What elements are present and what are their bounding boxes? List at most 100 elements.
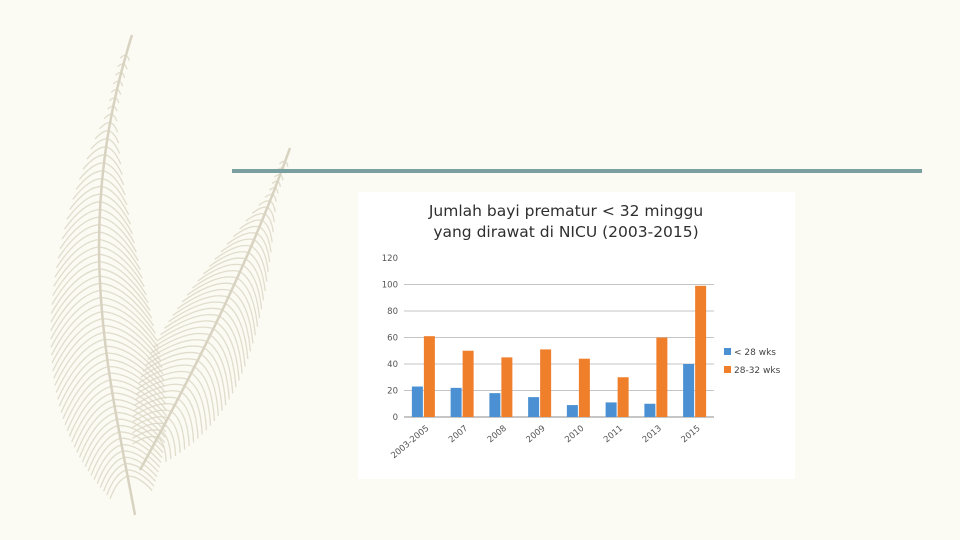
feather-barb — [103, 113, 112, 120]
feather-barb — [108, 365, 167, 405]
bar-28-32 — [540, 349, 552, 417]
feather-barb — [53, 246, 100, 287]
feather-barb — [78, 411, 116, 458]
feather-barb — [272, 193, 277, 202]
x-tick-label: 2007 — [447, 424, 470, 446]
x-tick-label: 2015 — [680, 424, 703, 446]
feather-barb — [99, 246, 145, 287]
feather-barb — [53, 324, 104, 379]
feather-barb — [51, 260, 100, 305]
feather-barb — [110, 379, 167, 417]
feather-barb — [248, 252, 266, 291]
feather-barb — [174, 404, 190, 447]
feather-barb — [206, 340, 230, 400]
x-tick-label: 2013 — [641, 424, 664, 446]
feather-barb — [164, 307, 223, 329]
x-tick-label: 2003-2005 — [389, 424, 431, 461]
y-axis-ticks: 0 20 40 60 80 100 120 — [382, 254, 398, 423]
feather-barb — [62, 365, 109, 420]
feather-barb — [99, 456, 125, 488]
feather-barb — [250, 245, 268, 282]
feather-barb — [93, 444, 122, 480]
feather-barb — [135, 377, 189, 395]
feather-barb — [203, 347, 227, 406]
feather-barb — [111, 385, 167, 422]
feather-barb — [69, 185, 102, 210]
feather-barb — [261, 219, 273, 243]
feather-barb — [99, 275, 153, 319]
feather-barb — [125, 54, 130, 61]
feather-barb — [110, 88, 118, 93]
bar-28-32 — [695, 285, 707, 417]
feather-barb — [123, 456, 158, 478]
feather-barb — [54, 238, 100, 278]
feather-barb — [181, 282, 235, 303]
feather-barb — [71, 392, 113, 443]
feather-barb — [245, 258, 265, 301]
feather-barb — [279, 160, 286, 165]
feather-barb — [264, 193, 273, 198]
feather-barb — [144, 345, 205, 366]
feather-barb — [197, 359, 219, 417]
feather-barb — [102, 177, 128, 206]
feather-barb — [121, 444, 161, 468]
bar-28-32 — [617, 377, 629, 417]
bar-lt28 — [528, 397, 540, 417]
feather-barb — [239, 219, 263, 230]
feather-barb — [100, 201, 133, 235]
feather-barb — [73, 398, 114, 448]
feather-barb — [116, 418, 165, 448]
feather-barb — [55, 338, 105, 393]
feather-barb — [284, 160, 289, 168]
feather-barb — [131, 429, 162, 440]
feather-barb — [57, 223, 100, 259]
legend-label-28-32: 28-32 wks — [734, 366, 781, 376]
feather-barb — [279, 174, 284, 181]
feather-barb — [50, 289, 101, 340]
feather-barb — [170, 410, 186, 450]
feather-barb — [109, 97, 116, 102]
feather-barb — [231, 290, 254, 344]
feather-barb — [271, 180, 278, 185]
feather-barb — [107, 359, 167, 399]
feather-barb — [164, 423, 177, 457]
feather-barb — [177, 398, 195, 443]
y-tick-label: 120 — [382, 254, 398, 264]
feather-barb — [168, 301, 226, 323]
chart-bars — [411, 285, 707, 417]
feather-barb — [101, 185, 130, 215]
feather-barb — [172, 295, 229, 316]
feather-barb — [167, 417, 181, 453]
feather-barb — [86, 146, 107, 160]
feather-barb — [113, 105, 118, 112]
feather-barb — [90, 437, 121, 476]
feather-barb — [102, 462, 126, 492]
feather-barb — [106, 469, 127, 496]
feather-barb — [107, 138, 121, 154]
bar-lt28 — [605, 402, 617, 417]
feather-barb — [64, 372, 110, 426]
feather-barb — [200, 353, 223, 411]
feather-barb — [50, 303, 102, 356]
feather-barb — [100, 289, 156, 334]
feather-barb — [150, 332, 211, 354]
feather-barb — [104, 154, 123, 175]
bar-chart: Jumlah bayi prematur < 32 minggu yang di… — [382, 202, 781, 461]
feather-barb — [87, 431, 120, 472]
feather-barb — [59, 216, 100, 250]
feather-barb — [96, 450, 123, 484]
feather-barb — [123, 63, 128, 70]
feather-barb — [245, 212, 265, 222]
feather-barb — [132, 409, 172, 423]
feather-right — [131, 147, 292, 471]
feather-barb — [76, 405, 115, 453]
feather-barb — [274, 173, 281, 178]
feather-barb — [269, 187, 276, 191]
y-tick-label: 80 — [387, 307, 398, 317]
feather-barb — [213, 328, 237, 388]
chart-legend: < 28 wks 28-32 wks — [724, 348, 781, 376]
feather-barb — [99, 223, 139, 262]
feather-barb — [50, 275, 100, 323]
feather-barb — [99, 253, 147, 296]
feather-barb — [153, 326, 214, 348]
